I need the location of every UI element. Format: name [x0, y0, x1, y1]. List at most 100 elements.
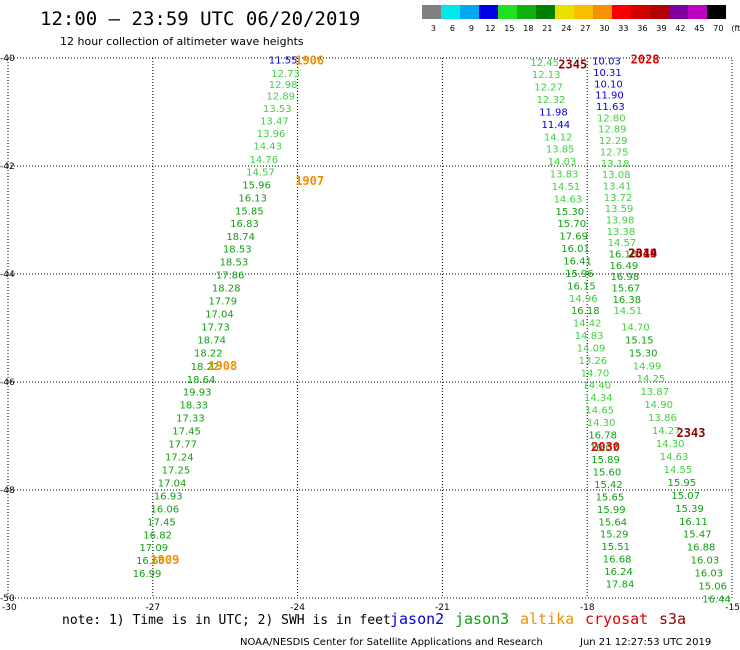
time-label: 2344 — [628, 246, 657, 260]
jason3-wave-height: 11.55 — [269, 56, 298, 67]
jason3-wave-height: 18.64 — [187, 375, 216, 386]
jason3-wave-height: 18.74 — [197, 335, 226, 346]
color-scale-swatch — [593, 5, 612, 19]
y-tick-label: -46 — [0, 378, 15, 388]
color-scale-label: 21 — [542, 24, 552, 33]
footer-note: note: 1) Time is in UTC; 2) SWH is in fe… — [62, 613, 391, 628]
cryosat-wave-height: 13.59 — [605, 204, 634, 215]
color-scale-label: 33 — [618, 24, 628, 33]
s3a-wave-height: 14.12 — [544, 132, 573, 143]
legend-altika: altika — [520, 610, 574, 628]
color-scale-label: 12 — [485, 24, 495, 33]
jason3-wave-height: 16.13 — [238, 193, 267, 204]
jason3-wave-height: 18.28 — [212, 284, 241, 295]
cryosat-wave-height: 13.98 — [606, 215, 635, 226]
s3a-wave-height: 17.69 — [559, 232, 588, 243]
color-scale-swatch — [669, 5, 688, 19]
cryosat-wave-height: 14.70 — [621, 322, 650, 333]
time-label: 2028 — [631, 53, 660, 67]
cryosat-wave-height: 13.18 — [601, 159, 630, 170]
jason3-wave-height: 14.76 — [249, 155, 278, 166]
jason3-wave-height: 15.85 — [235, 206, 264, 217]
jason3-wave-height: 17.24 — [165, 453, 194, 464]
cryosat-wave-height: 15.30 — [629, 348, 658, 359]
chart-subtitle: 12 hour collection of altimeter wave hei… — [60, 35, 304, 48]
s3a-wave-height: 12.45 — [530, 58, 559, 69]
jason3-wave-height: 17.45 — [147, 517, 176, 528]
time-label: 2019 — [628, 246, 657, 260]
color-scale-swatch — [555, 5, 574, 19]
color-scale-swatch — [631, 5, 650, 19]
color-scale-swatch — [707, 5, 726, 19]
s3a-wave-height: 15.70 — [557, 219, 586, 230]
x-tick-label: -30 — [2, 603, 17, 613]
jason3-wave-height: 12.98 — [269, 80, 298, 91]
cryosat-wave-height: 12.29 — [599, 136, 628, 147]
cryosat-wave-height: 13.38 — [607, 227, 636, 238]
jason3-wave-height: 17.86 — [216, 271, 245, 282]
jason3-wave-height: 18.53 — [223, 245, 252, 256]
cryosat-wave-height: 16.88 — [687, 543, 716, 554]
s3a-wave-height: 16.01 — [561, 244, 590, 255]
jason3-wave-height: 15.96 — [242, 180, 271, 191]
cryosat-wave-height: 14.55 — [664, 465, 693, 476]
cryosat-wave-height: 16.38 — [612, 295, 641, 306]
data-marks: 11.5512.7312.9812.8913.5313.4713.9614.43… — [133, 56, 731, 606]
jason3-wave-height: 17.04 — [205, 309, 234, 320]
cryosat-wave-height: 10.10 — [594, 79, 623, 90]
jason3-wave-height: 13.47 — [260, 117, 289, 128]
color-scale-swatch — [498, 5, 517, 19]
cryosat-wave-height: 14.51 — [613, 306, 642, 317]
x-tick-label: -24 — [290, 603, 305, 613]
legend-jason2: jason2 — [390, 610, 444, 628]
cryosat-wave-height: 16.49 — [610, 261, 639, 272]
jason3-wave-height: 17.73 — [201, 322, 230, 333]
s3a-wave-height: 16.24 — [604, 567, 633, 578]
cryosat-wave-height: 14.30 — [656, 439, 685, 450]
s3a-wave-height: 14.70 — [581, 368, 610, 379]
jason3-wave-height: 16.93 — [154, 491, 183, 502]
s3a-wave-height: 15.60 — [593, 468, 622, 479]
color-scale-label: 39 — [656, 24, 666, 33]
color-scale-swatch — [650, 5, 669, 19]
color-scale-label: 70 — [713, 24, 723, 33]
cryosat-wave-height: 13.41 — [603, 181, 632, 192]
cryosat-wave-height: 14.57 — [608, 238, 637, 249]
y-tick-label: -48 — [0, 486, 15, 496]
s3a-wave-height: 16.78 — [588, 430, 617, 441]
cryosat-wave-height: 13.08 — [602, 170, 631, 181]
time-label: 2345 — [558, 57, 587, 71]
chart-title: 12:00 — 23:59 UTC 06/20/2019 — [40, 8, 360, 30]
s3a-wave-height: 14.63 — [554, 194, 583, 205]
legend-cryosat: cryosat — [585, 610, 648, 628]
color-scale-label: 30 — [599, 24, 609, 33]
cryosat-wave-height: 15.39 — [675, 504, 704, 515]
jason3-wave-height: 19.93 — [183, 388, 212, 399]
s3a-wave-height: 16.18 — [571, 306, 600, 317]
jason3-wave-height: 18.33 — [180, 401, 209, 412]
s3a-wave-height: 14.30 — [587, 418, 616, 429]
color-scale-label: 6 — [450, 24, 455, 33]
footer-credit: NOAA/NESDIS Center for Satellite Applica… — [240, 637, 543, 648]
s3a-wave-height: 11.44 — [542, 120, 571, 131]
color-scale-swatch — [422, 5, 441, 19]
jason3-wave-height: 18.22 — [191, 362, 220, 373]
s3a-wave-height: 14.34 — [584, 393, 613, 404]
color-scale-label: 42 — [675, 24, 685, 33]
x-tick-label: -27 — [145, 603, 160, 613]
cryosat-wave-height: 16.03 — [695, 569, 724, 580]
x-tick-label: -21 — [435, 603, 450, 613]
cryosat-wave-height: 14.63 — [660, 452, 689, 463]
jason3-wave-height: 12.89 — [266, 91, 295, 102]
s3a-wave-height: 14.65 — [585, 406, 614, 417]
cryosat-wave-height: 14.99 — [633, 361, 662, 372]
cryosat-wave-height: 13.87 — [640, 387, 669, 398]
color-scale-swatch — [536, 5, 555, 19]
plot-area — [7, 57, 733, 599]
cryosat-wave-height: 16.44 — [702, 595, 731, 606]
s3a-wave-height: 14.09 — [577, 343, 606, 354]
s3a-wave-height: 16.07 — [590, 443, 619, 454]
color-scale-swatch — [441, 5, 460, 19]
color-scale-label: 18 — [523, 24, 533, 33]
jason3-wave-height: 17.77 — [168, 440, 197, 451]
